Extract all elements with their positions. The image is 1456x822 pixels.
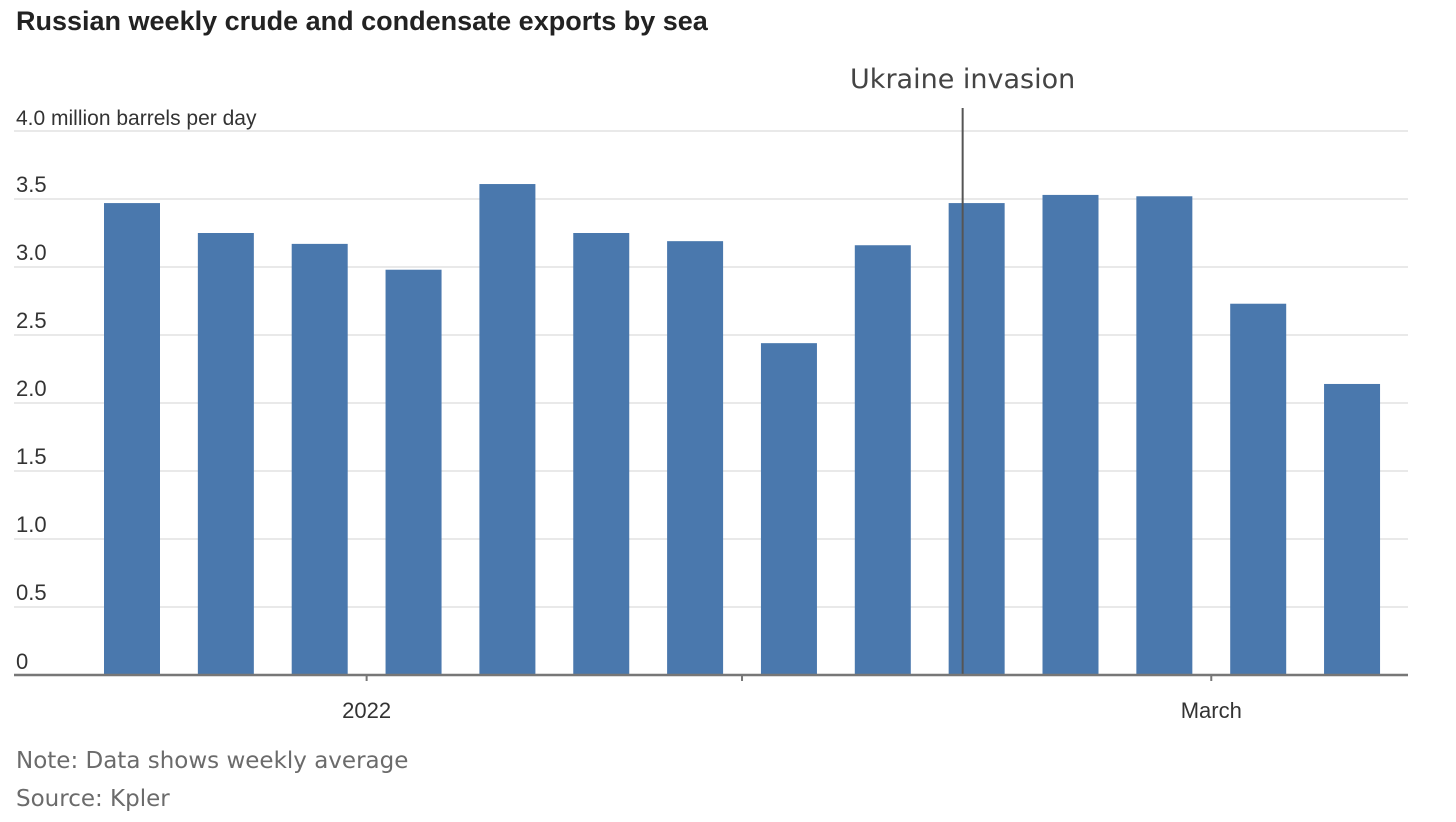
bar bbox=[1042, 194, 1099, 676]
bar bbox=[948, 203, 1005, 675]
x-tick-label: March bbox=[1181, 698, 1242, 723]
y-tick-label: 3.5 bbox=[16, 172, 47, 197]
axis-labels: 4.0 million barrels per day 0 0.5 1.0 1.5 2.… bbox=[16, 107, 257, 674]
x-axis: 2022 March bbox=[14, 673, 1408, 723]
bar bbox=[760, 343, 817, 675]
chart-source: Source: Kpler bbox=[16, 786, 170, 812]
bar bbox=[1324, 383, 1381, 675]
bars bbox=[104, 184, 1381, 676]
bar bbox=[104, 203, 160, 675]
y-tick-label: 0 bbox=[16, 649, 28, 674]
bar bbox=[1136, 196, 1193, 675]
bar bbox=[197, 233, 254, 675]
bar bbox=[385, 269, 442, 675]
y-tick-label: 1.0 bbox=[16, 512, 47, 537]
y-tick-label: 2.5 bbox=[16, 308, 47, 333]
y-tick-label: 2.0 bbox=[16, 376, 47, 401]
bar bbox=[854, 245, 911, 676]
ukraine-invasion-label: Ukraine invasion bbox=[850, 64, 1075, 95]
bar bbox=[573, 233, 630, 675]
y-tick-label: 1.5 bbox=[16, 444, 47, 469]
x-tick-label: 2022 bbox=[342, 698, 391, 723]
annotation: Ukraine invasion bbox=[850, 64, 1075, 675]
bar-chart: Ukraine invasion 2022 March 4.0 million b… bbox=[14, 64, 1408, 723]
y-axis-label: 4.0 million barrels per day bbox=[16, 107, 257, 130]
bar bbox=[479, 184, 536, 676]
bar bbox=[291, 243, 348, 675]
chart-title: Russian weekly crude and condensate expo… bbox=[16, 6, 708, 36]
chart-note: Note: Data shows weekly average bbox=[16, 748, 409, 774]
bar bbox=[1230, 303, 1287, 675]
y-tick-label: 0.5 bbox=[16, 580, 47, 605]
y-tick-label: 3.0 bbox=[16, 240, 47, 265]
bar bbox=[667, 241, 724, 675]
